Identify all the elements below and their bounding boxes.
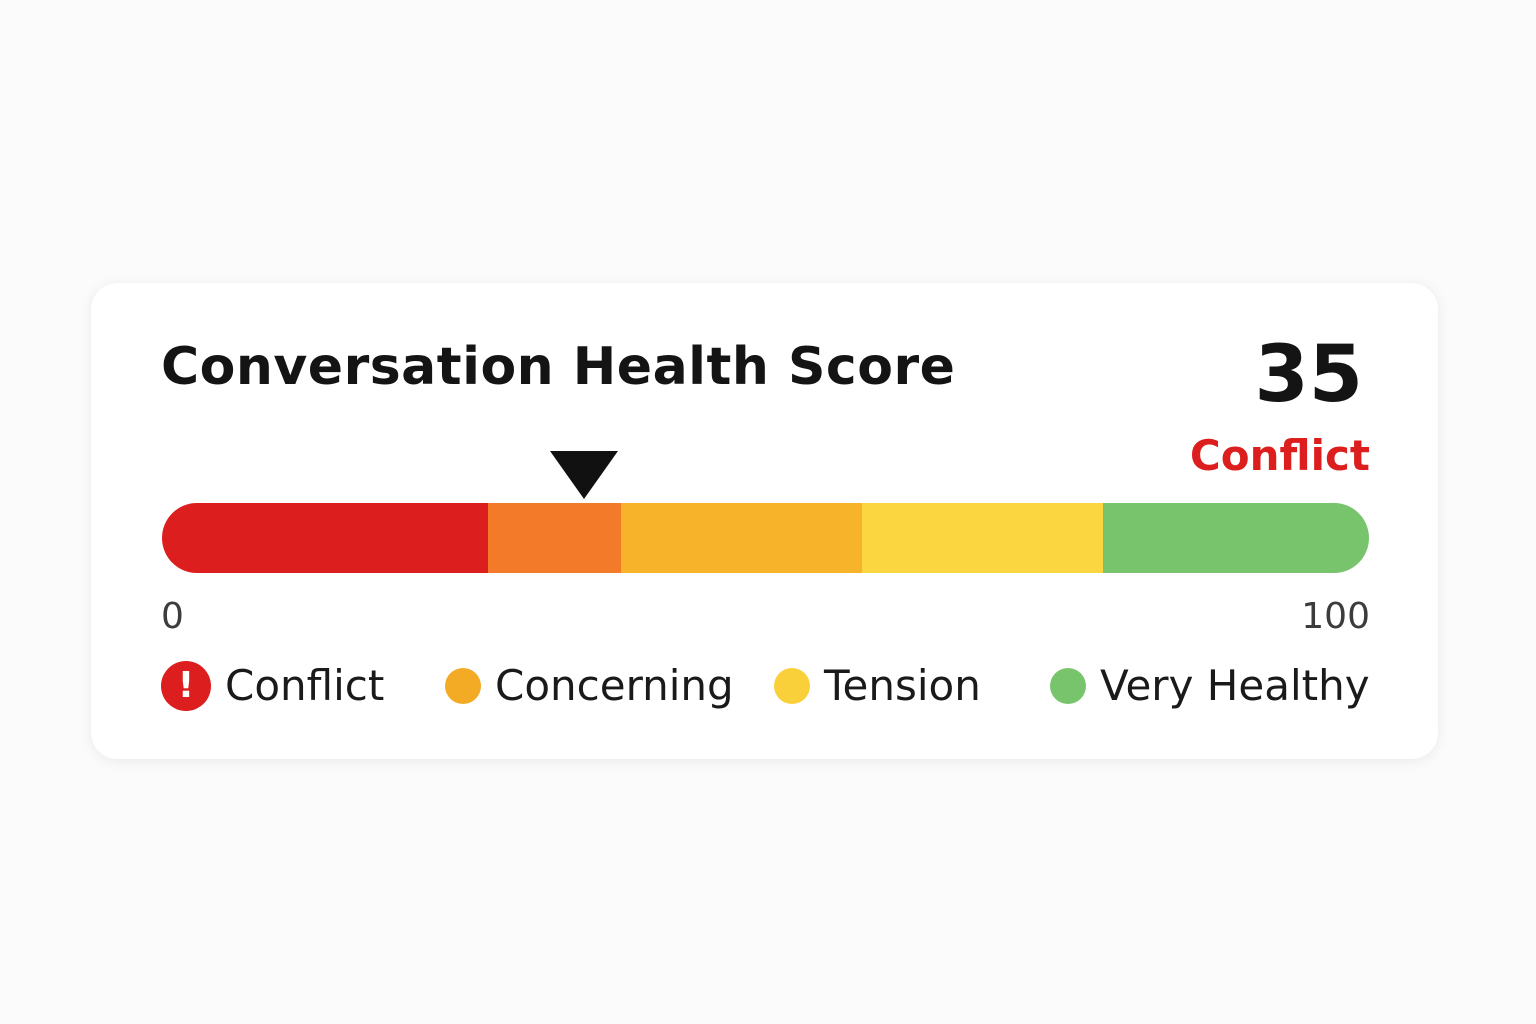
- bar-segment-2: [620, 503, 863, 573]
- bar-segment-0: [162, 503, 488, 573]
- bar-segment-3: [862, 503, 1104, 573]
- dot-icon: [1050, 668, 1086, 704]
- bar-segment-1: [487, 503, 621, 573]
- score-marker-icon: [550, 451, 619, 499]
- scale-min-label: 0: [161, 596, 184, 637]
- legend-label: Very Healthy: [1100, 661, 1370, 710]
- score-gradient-bar: [162, 503, 1369, 573]
- dot-icon: [774, 668, 810, 704]
- scale-max-label: 100: [1301, 596, 1370, 637]
- widget-title: Conversation Health Score: [161, 337, 956, 397]
- dot-icon: [445, 668, 481, 704]
- legend-label: Conflict: [225, 661, 385, 710]
- legend-label: Concerning: [495, 661, 734, 710]
- legend-item-very-healthy: Very Healthy: [1050, 661, 1370, 711]
- score-status: Conflict: [1189, 431, 1370, 480]
- legend-label: Tension: [824, 661, 981, 710]
- legend-item-conflict: ! Conflict: [161, 661, 384, 711]
- legend-item-tension: Tension: [774, 661, 981, 711]
- health-score-card: Conversation Health Score 35 Conflict 0 …: [91, 283, 1438, 759]
- exclamation-icon: !: [161, 661, 211, 711]
- score-value: 35: [1254, 330, 1363, 420]
- bar-segment-4: [1103, 503, 1369, 573]
- legend-item-concerning: Concerning: [445, 661, 734, 711]
